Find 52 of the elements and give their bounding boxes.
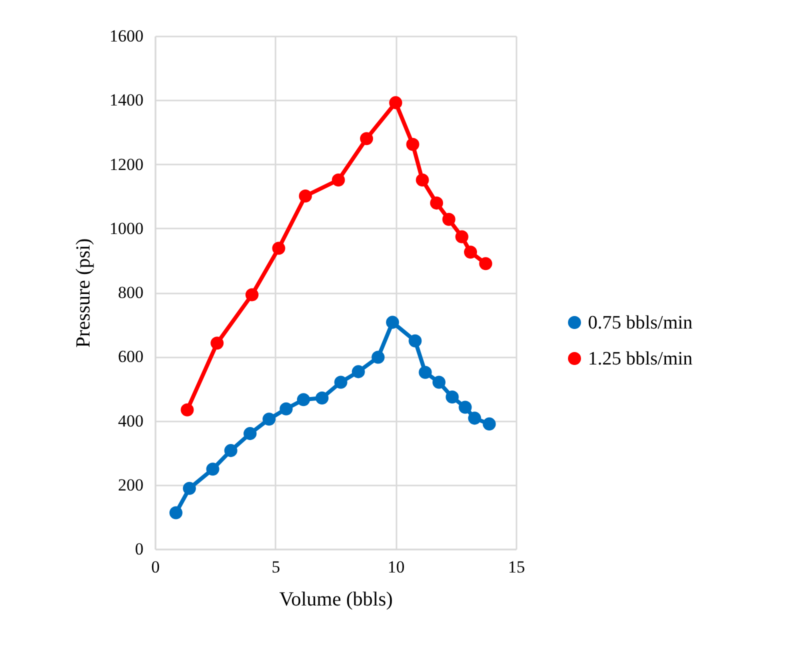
point bbox=[224, 444, 238, 458]
point bbox=[206, 462, 220, 476]
point bbox=[432, 376, 446, 389]
point bbox=[406, 138, 420, 151]
point bbox=[298, 189, 312, 202]
point bbox=[468, 412, 482, 425]
y-tick-label: 600 bbox=[118, 347, 144, 366]
x-tick-label: 15 bbox=[508, 558, 525, 576]
point bbox=[332, 173, 345, 186]
y-tick-label: 1400 bbox=[110, 90, 144, 110]
point bbox=[262, 412, 276, 426]
point bbox=[372, 350, 385, 364]
point bbox=[455, 230, 468, 244]
legend-label: 0.75 bbls/min bbox=[588, 312, 694, 334]
y-tick-label: 0 bbox=[135, 540, 144, 558]
point bbox=[280, 402, 293, 416]
y-tick-label: 400 bbox=[118, 411, 144, 430]
y-tick-label: 1000 bbox=[110, 218, 144, 238]
point bbox=[296, 393, 310, 406]
point bbox=[386, 316, 400, 329]
y-axis-title: Pressure (psi) bbox=[72, 238, 94, 348]
point bbox=[169, 506, 182, 520]
point bbox=[360, 132, 374, 146]
point bbox=[352, 365, 365, 378]
point bbox=[416, 173, 429, 186]
point bbox=[446, 390, 459, 404]
x-axis-title: Volume (bbls) bbox=[279, 588, 393, 610]
point bbox=[458, 400, 472, 414]
point bbox=[182, 482, 196, 495]
y-tick-label: 1200 bbox=[110, 154, 144, 174]
point bbox=[464, 246, 478, 259]
y-tick-label: 1600 bbox=[110, 26, 144, 46]
point bbox=[245, 288, 259, 302]
x-tick-label: 0 bbox=[151, 558, 160, 576]
point bbox=[272, 242, 286, 255]
point bbox=[389, 96, 402, 110]
point bbox=[210, 336, 224, 350]
point bbox=[244, 427, 257, 440]
legend-label: 1.25 bbls/min bbox=[588, 348, 694, 370]
point bbox=[482, 417, 496, 430]
point bbox=[334, 376, 348, 389]
x-tick-label: 10 bbox=[388, 558, 405, 576]
point bbox=[316, 391, 329, 404]
y-tick-label: 200 bbox=[118, 475, 144, 494]
x-tick-label: 5 bbox=[272, 558, 280, 576]
point bbox=[479, 257, 492, 270]
point bbox=[430, 196, 444, 210]
point bbox=[180, 403, 194, 416]
point bbox=[418, 366, 432, 379]
point bbox=[408, 334, 422, 348]
y-tick-label: 800 bbox=[118, 283, 144, 302]
point bbox=[442, 212, 456, 226]
